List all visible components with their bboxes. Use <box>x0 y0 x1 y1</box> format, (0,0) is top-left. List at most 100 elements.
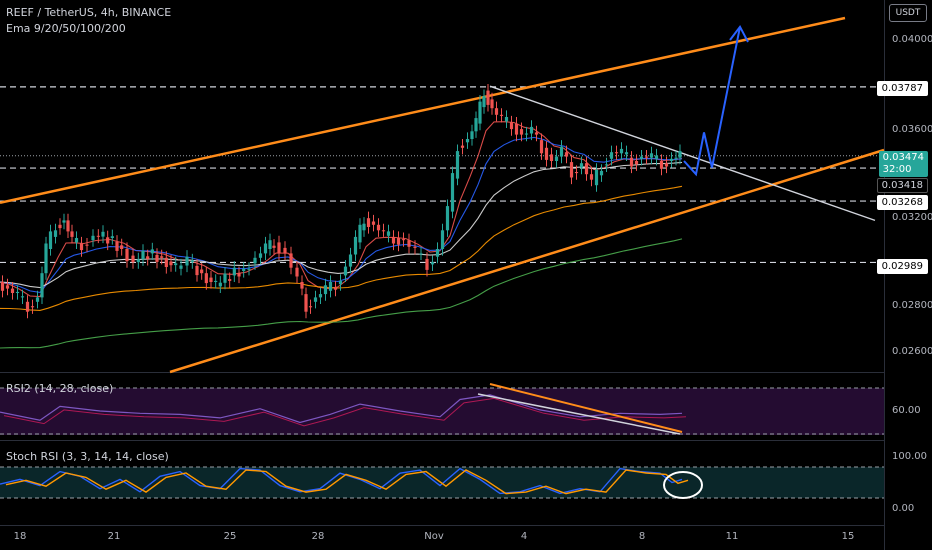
time-tick-7: 11 <box>725 531 739 542</box>
candle-body <box>649 153 654 158</box>
time-tick-3: 28 <box>311 531 325 542</box>
candle-body <box>624 152 629 155</box>
candle-body <box>362 223 366 231</box>
candle-body <box>141 250 145 260</box>
projection-arrowhead <box>729 24 749 43</box>
candle-body <box>174 263 178 266</box>
candle-body <box>470 131 474 139</box>
candle-body <box>318 294 323 298</box>
candle-body <box>529 126 534 134</box>
candle-body <box>579 163 584 168</box>
rsi-fast-line <box>0 394 683 424</box>
candle-body <box>338 280 343 285</box>
candle-body <box>669 158 674 161</box>
candle-body <box>44 243 48 274</box>
last-price-value: 0.03474 <box>882 152 924 163</box>
candle-body <box>155 254 159 262</box>
candle-body <box>478 101 482 124</box>
ema-9-line <box>0 121 683 298</box>
stoch-tick-100: 100.00 <box>892 451 927 462</box>
stoch-d-line <box>5 469 689 495</box>
candle-body <box>450 173 455 212</box>
candle-body <box>455 151 460 179</box>
candle-body <box>371 221 376 225</box>
candle-body <box>131 255 135 263</box>
price-tick-2: 0.03200 <box>892 212 932 223</box>
candle-body <box>110 236 114 238</box>
candle-body <box>524 133 529 135</box>
candle-body <box>348 254 353 267</box>
candle-body <box>308 306 313 308</box>
candle-body <box>74 238 79 243</box>
candle-body <box>5 285 10 289</box>
candle-body <box>101 231 105 237</box>
candle-body <box>554 156 559 161</box>
candle-body <box>569 162 574 178</box>
stoch-highlight-circle <box>663 471 703 499</box>
candle-body <box>115 241 119 251</box>
candle-body <box>413 246 417 248</box>
candle-body <box>160 256 164 258</box>
stoch-label: Stoch RSI (3, 3, 14, 14, close) <box>6 450 169 463</box>
candle-body <box>190 260 194 263</box>
stoch-tick-0: 0.00 <box>892 503 915 514</box>
level-support-tag: 0.02989 <box>876 259 928 274</box>
time-tick-2: 25 <box>223 531 237 542</box>
currency-button[interactable]: USDT <box>889 4 927 22</box>
descending-trendline <box>489 85 876 222</box>
candle-body <box>164 257 168 267</box>
candle-body <box>644 156 649 158</box>
candle-body <box>30 306 35 308</box>
candle-body <box>323 285 328 295</box>
candle-body <box>62 220 66 223</box>
candle-body <box>333 287 338 290</box>
candle-body <box>482 96 486 108</box>
candle-body <box>494 108 499 115</box>
candle-body <box>594 169 599 186</box>
candle-body <box>228 279 232 281</box>
candle-body <box>106 237 110 244</box>
candle-body <box>268 240 272 249</box>
candle-body <box>664 163 669 167</box>
ema-indicator-label: Ema 9/20/50/100/200 <box>6 22 126 35</box>
candle-body <box>179 265 183 269</box>
candle-body <box>242 268 246 271</box>
candle-body <box>654 155 659 159</box>
candle-body <box>589 174 594 180</box>
candle-body <box>214 280 218 282</box>
candle-body <box>146 256 150 259</box>
candle-body <box>430 262 435 265</box>
ema-100-line <box>0 185 683 311</box>
candle-body <box>353 236 358 255</box>
candle-body <box>258 253 263 258</box>
price-tick-0: 0.04000 <box>892 34 932 45</box>
candle-body <box>445 206 450 231</box>
level-mid-tag: 0.03418 <box>876 178 928 193</box>
price-tick-1: 0.03600 <box>892 124 932 135</box>
pane-separator-3 <box>0 525 884 526</box>
candle-body <box>96 235 100 237</box>
candle-body <box>659 161 664 169</box>
candle-countdown: 32:00 <box>882 164 912 175</box>
candle-body <box>91 235 95 241</box>
candle-body <box>10 288 15 293</box>
candle-body <box>48 231 53 249</box>
candle-body <box>79 243 84 251</box>
candle-body <box>440 230 445 249</box>
candle-body <box>401 239 406 241</box>
candle-body <box>544 147 549 160</box>
candle-body <box>435 249 440 257</box>
time-tick-0: 18 <box>13 531 27 542</box>
candle-body <box>200 269 204 274</box>
projection-arrow-path <box>683 26 741 177</box>
candle-body <box>195 265 199 276</box>
candle-body <box>313 297 318 302</box>
candle-body <box>490 99 494 109</box>
candle-body <box>58 224 62 229</box>
candle-body <box>634 161 639 165</box>
candle-body <box>614 152 619 154</box>
rsi-tick: 60.00 <box>892 405 921 416</box>
candle-body <box>295 267 299 277</box>
candle-body <box>204 273 208 284</box>
